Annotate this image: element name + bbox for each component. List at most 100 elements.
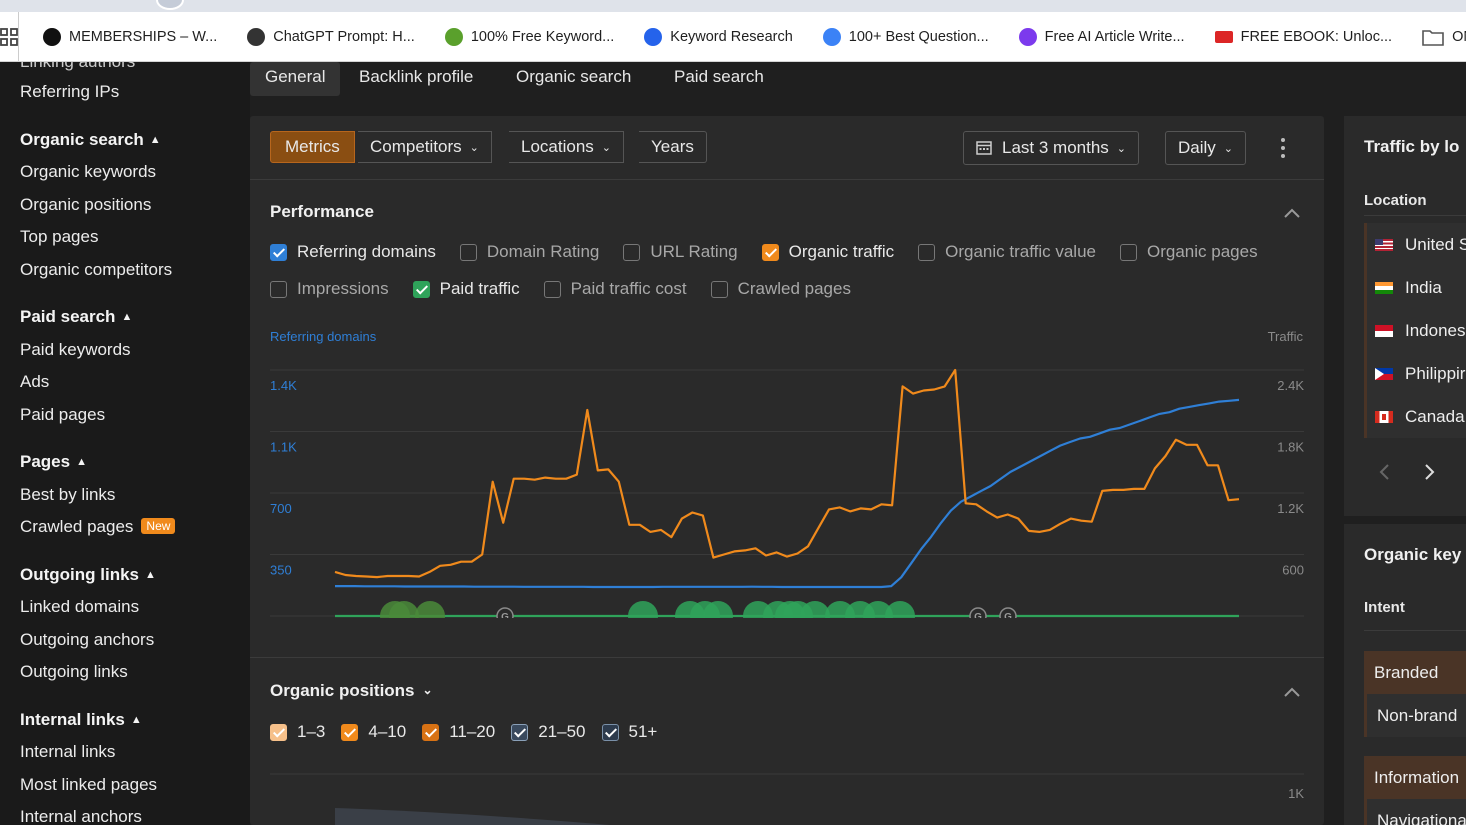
checkbox-organic-traffic[interactable]: Organic traffic (761, 242, 894, 262)
granularity-dropdown[interactable]: Daily ⌄ (1165, 131, 1247, 165)
sidebar-item-internal-links[interactable]: Internal links (20, 742, 116, 761)
sidebar-section-paid-search[interactable]: Paid search ▲ (20, 307, 133, 326)
bookmark-ai-article-writer[interactable]: Free AI Article Write... (1018, 27, 1185, 46)
sidebar-section-organic-search[interactable]: Organic search ▲ (20, 130, 161, 149)
tab-favicon[interactable] (156, 0, 184, 10)
w-icon (822, 27, 841, 46)
sidebar-item-top-pages[interactable]: Top pages (20, 227, 99, 246)
sidebar-item-outgoing-links[interactable]: Outgoing links (20, 662, 128, 681)
location-row-indonesia[interactable]: Indones (1364, 309, 1466, 352)
left-tick-label: 1.4K (270, 378, 297, 393)
us-flag-icon (1375, 238, 1393, 251)
left-tick-label: 350 (270, 563, 292, 578)
sidebar-section-internal-links[interactable]: Internal links ▲ (20, 710, 142, 729)
sidebar-section-outgoing-links[interactable]: Outgoing links ▲ (20, 565, 156, 584)
checkbox-position-21-50[interactable]: 21–50 (511, 722, 586, 742)
panel-gap (1344, 516, 1466, 524)
globe-icon (247, 27, 266, 46)
metric-checkbox-row-2: Impressions Paid traffic Paid traffic co… (270, 279, 875, 299)
location-row-canada[interactable]: Canada (1364, 395, 1466, 438)
folder-icon (1422, 28, 1444, 46)
tab-paid-search[interactable]: Paid search (674, 67, 764, 86)
google-icon: G (1004, 612, 1012, 618)
chevron-up-icon: ▲ (145, 569, 156, 581)
checkbox-organic-traffic-value[interactable]: Organic traffic value (918, 242, 1096, 262)
intent-row-navigational[interactable]: Navigationa (1364, 799, 1466, 825)
sidebar: Linking authors Referring IPs Organic se… (0, 62, 250, 825)
date-range-dropdown[interactable]: Last 3 months ⌄ (963, 131, 1139, 165)
competitors-dropdown[interactable]: Competitors ⌄ (358, 131, 492, 163)
sidebar-item-linking-authors[interactable]: Linking authors (20, 62, 135, 72)
location-row-us[interactable]: United S (1364, 223, 1466, 266)
location-row-philippines[interactable]: Philippir (1364, 352, 1466, 395)
chevron-up-icon: ▲ (130, 714, 142, 726)
bookmark-folder-online[interactable]: ONLIN (1422, 28, 1466, 46)
sidebar-item-organic-positions[interactable]: Organic positions (20, 195, 152, 214)
sidebar-item-most-linked-pages[interactable]: Most linked pages (20, 775, 158, 794)
tab-backlink-profile[interactable]: Backlink profile (359, 67, 474, 86)
sidebar-item-referring-ips[interactable]: Referring IPs (20, 82, 120, 101)
sidebar-item-organic-competitors[interactable]: Organic competitors (20, 260, 173, 279)
checkbox-url-rating[interactable]: URL Rating (623, 242, 738, 262)
bookmark-chatgpt-prompt[interactable]: ChatGPT Prompt: H... (247, 27, 415, 46)
bookmark-memberships[interactable]: MEMBERSHIPS – W... (43, 27, 217, 46)
more-options-icon[interactable] (1280, 138, 1286, 158)
bookmark-free-keyword[interactable]: 100% Free Keyword... (444, 27, 614, 46)
sidebar-section-pages[interactable]: Pages ▲ (20, 452, 87, 471)
bookmark-free-ebook[interactable]: FREE EBOOK: Unloc... (1214, 29, 1392, 45)
sidebar-item-linked-domains[interactable]: Linked domains (20, 597, 140, 616)
sidebar-item-best-by-links[interactable]: Best by links (20, 485, 116, 504)
sidebar-item-outgoing-anchors[interactable]: Outgoing anchors (20, 630, 155, 649)
checkbox-organic-pages[interactable]: Organic pages (1120, 242, 1258, 262)
organic-positions-title[interactable]: Organic positions ⌄ (270, 681, 433, 700)
philippines-flag-icon (1375, 367, 1393, 380)
tab-organic-search[interactable]: Organic search (516, 67, 632, 86)
locations-dropdown[interactable]: Locations ⌄ (509, 131, 624, 163)
bookmark-best-questions[interactable]: 100+ Best Question... (822, 27, 989, 46)
next-page-icon[interactable] (1424, 464, 1436, 485)
tab-general[interactable]: General (250, 62, 341, 96)
checkbox-paid-traffic-cost[interactable]: Paid traffic cost (543, 279, 687, 299)
overview-card: Metrics Competitors ⌄ Locations ⌄ Years La… (250, 116, 1324, 825)
annotation-marker[interactable] (885, 601, 915, 631)
checkbox-position-51-plus[interactable]: 51+ (601, 722, 657, 742)
location-row-india[interactable]: India (1364, 266, 1466, 309)
sidebar-item-ads[interactable]: Ads (20, 372, 50, 391)
sidebar-item-internal-anchors[interactable]: Internal anchors (20, 807, 142, 825)
annotation-marker[interactable] (628, 601, 658, 631)
sidebar-item-paid-keywords[interactable]: Paid keywords (20, 340, 131, 359)
checkbox-domain-rating[interactable]: Domain Rating (459, 242, 599, 262)
metrics-toggle[interactable]: Metrics (270, 131, 355, 163)
checkbox-crawled-pages[interactable]: Crawled pages (710, 279, 851, 299)
right-tick-label: 1.8K (1277, 440, 1304, 455)
collapse-organic-positions-icon[interactable] (1284, 684, 1300, 697)
performance-chart[interactable]: Referring domains Traffic 003506007001.2… (250, 318, 1324, 639)
india-flag-icon (1375, 281, 1393, 294)
github-icon (43, 27, 61, 46)
sidebar-item-crawled-pages[interactable]: Crawled pages New (20, 517, 176, 537)
left-tick-label: 700 (270, 501, 292, 516)
column-divider (1364, 215, 1466, 216)
sidebar-item-organic-keywords[interactable]: Organic keywords (20, 162, 157, 181)
organic-positions-chart[interactable]: 1K (250, 756, 1324, 825)
checkbox-position-1-3[interactable]: 1–3 (270, 722, 325, 742)
intent-row-non-branded[interactable]: Non-brand (1364, 694, 1466, 737)
apps-grid-icon[interactable] (0, 12, 19, 61)
checkbox-position-4-10[interactable]: 4–10 (341, 722, 406, 742)
bookmark-keyword-research[interactable]: Keyword Research (644, 27, 793, 46)
checkbox-impressions[interactable]: Impressions (270, 279, 389, 299)
chevron-up-icon: ▲ (149, 134, 161, 146)
left-axis-title: Referring domains (270, 329, 377, 344)
annotation-marker[interactable] (415, 601, 445, 631)
checkbox-paid-traffic[interactable]: Paid traffic (412, 279, 520, 299)
checkbox-referring-domains[interactable]: Referring domains (270, 242, 436, 262)
intent-row-informational[interactable]: Information (1364, 756, 1466, 799)
checkbox-position-11-20[interactable]: 11–20 (422, 722, 495, 742)
google-icon: G (974, 612, 982, 618)
sidebar-item-paid-pages[interactable]: Paid pages (20, 405, 106, 424)
intent-row-branded[interactable]: Branded (1364, 651, 1466, 694)
chevron-up-icon: ▲ (121, 311, 133, 323)
collapse-performance-icon[interactable] (1284, 205, 1300, 218)
years-toggle[interactable]: Years (639, 131, 707, 163)
previous-page-icon[interactable] (1378, 464, 1390, 485)
